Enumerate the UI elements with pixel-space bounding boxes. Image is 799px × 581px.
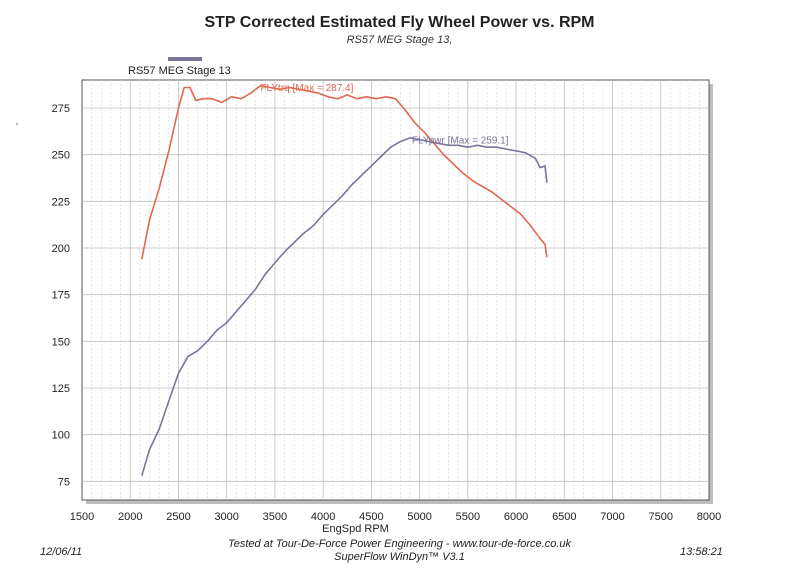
y-tick-label: 150: [52, 336, 70, 348]
margin-mark: ': [16, 122, 18, 133]
chart-subtitle: RS57 MEG Stage 13,: [346, 34, 453, 46]
x-tick-label: 3500: [263, 511, 287, 523]
x-tick-label: 2000: [118, 511, 142, 523]
y-tick-label: 175: [52, 290, 70, 302]
series-line-FLYpwr: [141, 137, 548, 476]
y-tick-label: 200: [52, 243, 70, 255]
x-axis-label: EngSpd RPM: [322, 523, 389, 535]
x-tick-label: 4000: [311, 511, 335, 523]
legend-swatch: [168, 57, 202, 61]
footer-credit: Tested at Tour-De-Force Power Engineerin…: [228, 538, 571, 550]
x-tick-label: 4500: [359, 511, 383, 523]
y-tick-label: 275: [52, 103, 70, 115]
x-tick-label: 8000: [697, 511, 721, 523]
y-tick-label: 125: [52, 383, 70, 395]
annotation-label: FLYpwr [Max = 259.1]: [412, 135, 509, 146]
x-tick-label: 7500: [649, 511, 673, 523]
x-tick-label: 6500: [552, 511, 576, 523]
x-tick-label: 3000: [214, 511, 238, 523]
footer-software: SuperFlow WinDyn™ V3.1: [334, 551, 465, 563]
y-tick-label: 100: [52, 430, 70, 442]
x-tick-label: 1500: [70, 511, 94, 523]
legend: RS57 MEG Stage 13: [128, 55, 248, 79]
x-tick-label: 5000: [407, 511, 431, 523]
y-tick-label: 225: [52, 196, 70, 208]
legend-label: RS57 MEG Stage 13: [128, 65, 231, 77]
y-tick-label: 250: [52, 150, 70, 162]
x-tick-label: 6000: [504, 511, 528, 523]
x-tick-label: 2500: [166, 511, 190, 523]
x-tick-label: 7000: [600, 511, 624, 523]
chart-title: STP Corrected Estimated Fly Wheel Power …: [204, 14, 595, 31]
footer-time: 13:58:21: [680, 546, 723, 558]
y-tick-label: 75: [58, 476, 70, 488]
annotation-label: FLYtrq [Max = 287.4]: [260, 83, 353, 94]
footer-date: 12/06/11: [40, 546, 83, 558]
x-tick-label: 5500: [456, 511, 480, 523]
series-line-FLYtrq: [141, 84, 548, 260]
plot-area: [81, 79, 710, 501]
